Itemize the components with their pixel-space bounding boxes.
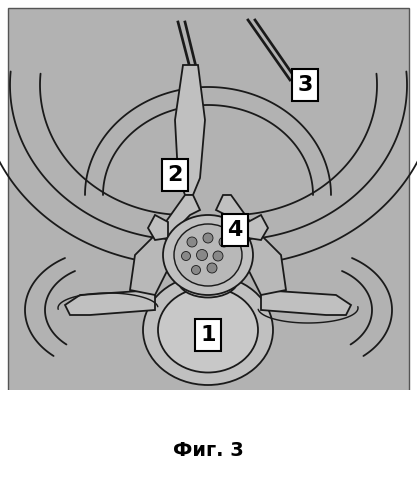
- Ellipse shape: [219, 237, 229, 247]
- Ellipse shape: [174, 224, 242, 286]
- Text: 1: 1: [200, 325, 216, 345]
- Bar: [8, 8, 409, 398]
- Ellipse shape: [213, 251, 223, 261]
- Ellipse shape: [187, 237, 197, 247]
- Text: 2: 2: [167, 165, 183, 185]
- Text: 4: 4: [227, 220, 243, 240]
- Ellipse shape: [196, 250, 208, 260]
- Ellipse shape: [207, 263, 217, 273]
- Polygon shape: [65, 290, 155, 315]
- Ellipse shape: [191, 265, 201, 274]
- Ellipse shape: [158, 287, 258, 372]
- Text: Фиг. 3: Фиг. 3: [173, 441, 244, 460]
- Ellipse shape: [181, 251, 191, 260]
- Ellipse shape: [203, 233, 213, 243]
- Ellipse shape: [163, 215, 253, 295]
- Polygon shape: [130, 235, 170, 295]
- Polygon shape: [246, 235, 286, 295]
- Polygon shape: [175, 65, 205, 195]
- Ellipse shape: [143, 275, 273, 385]
- Polygon shape: [160, 195, 200, 238]
- Bar: [0, 390, 417, 499]
- Polygon shape: [148, 215, 168, 240]
- Text: 3: 3: [297, 75, 313, 95]
- Polygon shape: [216, 195, 256, 238]
- Polygon shape: [248, 215, 268, 240]
- Polygon shape: [261, 290, 351, 315]
- Ellipse shape: [178, 262, 238, 297]
